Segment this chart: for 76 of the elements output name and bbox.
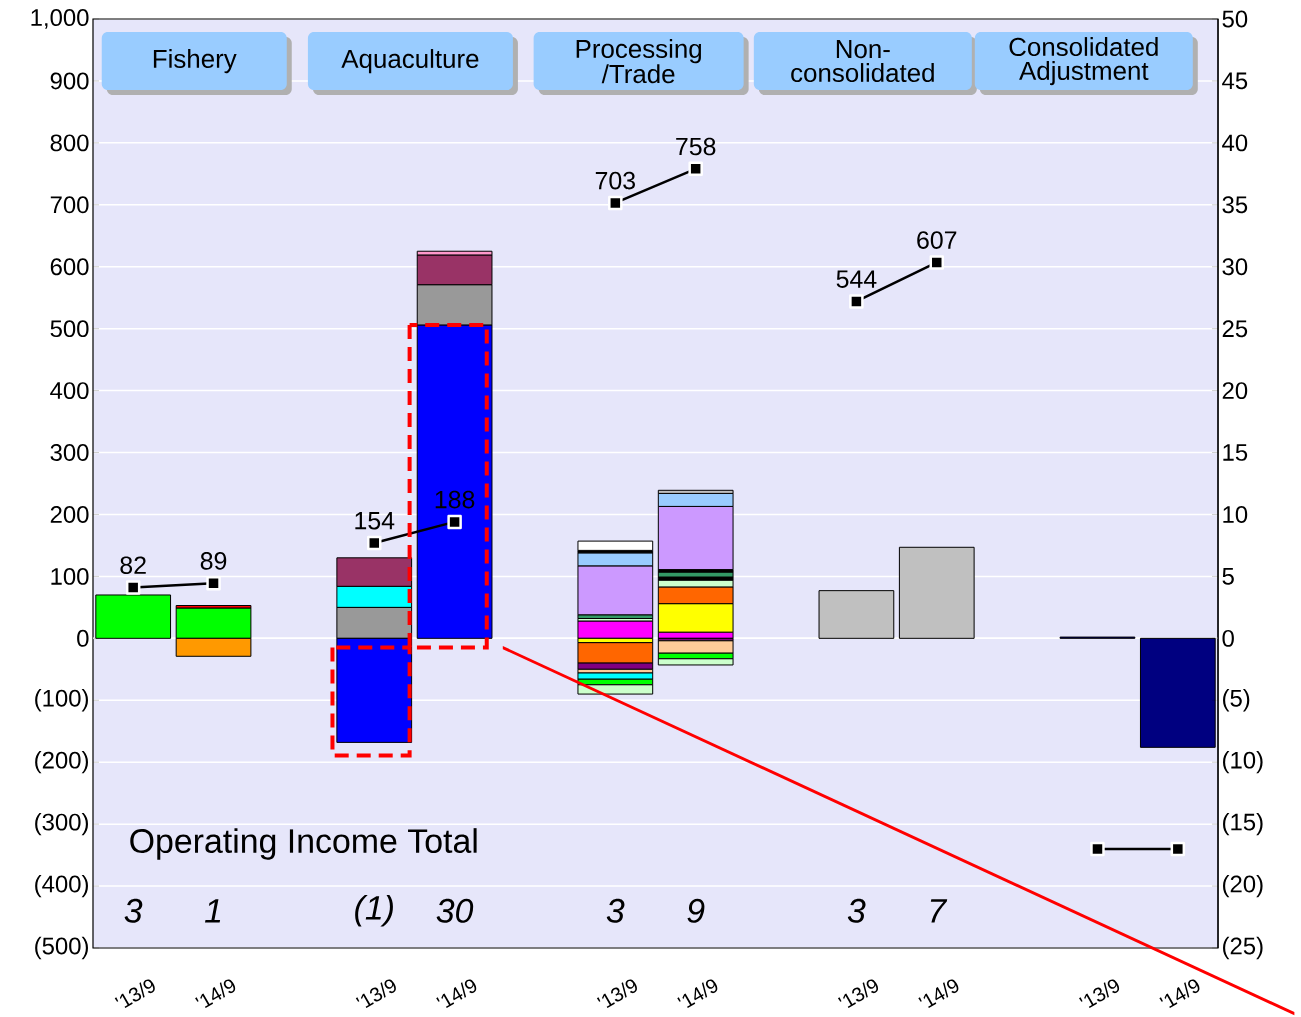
y-tick-label: (500)	[35, 936, 88, 960]
y-tick-label: (200)	[35, 751, 88, 774]
y-tick-label: 300	[50, 444, 89, 461]
y-tick-label: 800	[50, 134, 89, 152]
y2-tick-label: 35	[1222, 196, 1248, 214]
y-tick-label: 200	[50, 506, 89, 523]
y2-tick-label: (10)	[1223, 751, 1263, 774]
y2-tick-label: 5	[1222, 568, 1234, 585]
data-label: 82	[120, 556, 146, 575]
data-label: 758	[676, 137, 716, 156]
x-tick-label: '14/9	[436, 979, 477, 1008]
y-tick-label: (400)	[35, 874, 88, 898]
y2-tick-label: 50	[1222, 10, 1248, 28]
x-tick-label: '13/9	[837, 979, 879, 1008]
annotation: Fishery	[153, 49, 237, 74]
y-tick-label: 500	[50, 320, 89, 338]
y-tick-label: 700	[50, 196, 89, 214]
x-tick-label: '13/9	[596, 979, 637, 1008]
point	[125, 580, 141, 595]
y-tick-label: (300)	[35, 812, 88, 836]
annotation: Aquaculture	[341, 49, 479, 74]
y2-tick-label: (25)	[1223, 936, 1263, 960]
x-tick-label: '13/9	[355, 979, 396, 1008]
x-tick-label: '13/9	[1079, 979, 1120, 1008]
y2-tick-label: 20	[1222, 382, 1248, 400]
y-tick-label: 1,000	[31, 9, 89, 29]
y-tick-label: 900	[50, 72, 89, 90]
y2-tick-label: (20)	[1223, 874, 1263, 898]
point	[367, 535, 382, 551]
x-tick-label: '14/9	[677, 979, 718, 1008]
annotation: 30	[436, 898, 474, 923]
x-tick-label: '14/9	[918, 979, 959, 1008]
data-label: 188	[435, 490, 475, 509]
annotation: 3	[847, 898, 866, 923]
y2-tick-label: 10	[1223, 506, 1248, 523]
annotation: Processing /Trade	[576, 39, 702, 84]
point	[206, 575, 221, 591]
y2-tick-label: 25	[1222, 320, 1248, 338]
y2-tick-label: 30	[1222, 258, 1248, 276]
data-label: 89	[200, 552, 227, 570]
annotation: Non- consolidated	[791, 40, 934, 83]
y2-tick-label: 15	[1223, 444, 1248, 461]
annotation: 7	[930, 899, 948, 923]
x-tick-label: '14/9	[1159, 979, 1200, 1008]
y2-tick-label: (5)	[1223, 689, 1250, 712]
annotation: 3	[606, 898, 625, 923]
point	[688, 161, 703, 177]
point	[929, 255, 945, 270]
y2-tick-label: 0	[1222, 629, 1234, 647]
annotation: 1	[204, 899, 221, 923]
y2-tick-label: 40	[1222, 134, 1248, 152]
y-tick-label: 600	[50, 258, 89, 276]
annotation: Operating Income Total	[130, 828, 477, 860]
bar	[577, 672, 654, 680]
point	[1170, 841, 1186, 857]
annotation: Consolidated Adjustment	[1009, 37, 1158, 86]
y-tick-label: 100	[51, 567, 89, 585]
y-tick-label: 400	[50, 382, 89, 400]
point	[608, 195, 623, 211]
annotation: 3	[124, 898, 143, 923]
x-tick-label: '13/9	[114, 979, 155, 1008]
data-label: 154	[355, 512, 395, 530]
point	[1090, 841, 1105, 857]
point	[849, 294, 864, 309]
data-label: 607	[917, 231, 957, 249]
y2-tick-label: (15)	[1223, 812, 1263, 836]
annotation: (1)	[355, 895, 393, 927]
y2-tick-label: 45	[1222, 72, 1248, 90]
data-label: 703	[595, 171, 635, 190]
data-label: 544	[836, 270, 877, 288]
x-tick-label: '14/9	[195, 979, 236, 1008]
bar	[577, 540, 654, 551]
point	[447, 514, 462, 530]
annotation: 9	[687, 898, 705, 923]
y-tick-label: 0	[77, 629, 89, 647]
y-tick-label: (100)	[35, 689, 88, 712]
